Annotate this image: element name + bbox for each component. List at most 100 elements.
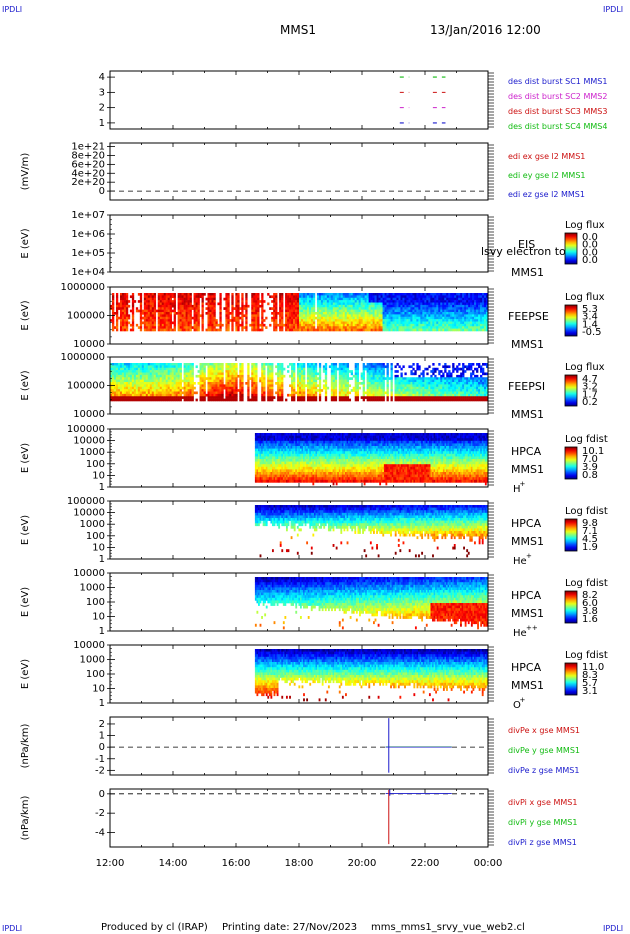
spectrogram-cell [281,312,284,315]
spectrogram-cell [205,302,208,306]
spectrogram-cell [117,302,121,306]
spectrogram-cell [396,393,399,397]
spectrogram-cell [312,377,316,380]
spectrogram-cell [350,328,354,332]
spectrogram-cell [424,393,427,397]
spectrogram-cell [173,377,176,380]
spectrogram-cell [416,312,419,315]
spectrogram-cell [408,300,411,303]
spectrogram-cell [390,302,393,306]
spectrogram-cell [400,384,403,388]
spectrogram-cell [247,365,250,369]
spectrogram-cell [149,384,153,388]
spectrogram-cell [450,319,453,322]
spectrogram-cell [410,319,413,322]
spectrogram-cell [476,319,479,322]
spectrogram-cell [312,312,316,315]
spectrogram-cell [338,295,342,299]
spectrogram-cell [378,300,381,303]
spectrogram-cell [271,396,274,399]
spectrogram-cell [211,323,214,327]
spectrogram-cell [167,384,170,388]
spectrogram-cell [342,300,346,303]
spectrogram-cell [342,384,346,388]
spectrogram-cell [318,319,322,322]
spectrogram-cell [187,295,190,299]
spectrogram-cell [424,295,427,299]
spectrogram-cell [426,307,429,310]
spectrogram-cell [334,374,338,378]
spectrogram-cell [193,328,196,332]
spectrogram-cell [193,386,196,390]
spectrogram-cell [131,307,135,310]
spectrogram-cell [191,307,194,310]
spectrogram-cell [322,297,326,301]
spectrogram-cell [394,386,397,390]
spectrogram-cell [237,314,240,318]
spectrogram-cell [299,377,302,380]
spectrogram-cell [189,304,192,308]
spectrogram-cell [295,326,298,329]
spectrogram-cell [215,323,218,327]
spectrogram-cell [123,312,127,315]
spectrogram-cell [115,386,119,390]
spectrogram-cell [123,302,127,306]
spectrogram-cell [302,374,306,378]
spectrogram-cell [362,297,365,301]
spectrogram-cell [223,307,226,310]
spectrogram-cell [442,372,445,376]
spectrogram-cell [241,307,244,310]
spectrogram-cell [125,319,129,322]
spectrogram-cell [412,304,415,308]
spectrogram-cell [446,300,449,303]
spectrogram-cell [412,393,415,397]
spectrogram-cell [340,312,344,315]
spectrogram-cell [145,363,149,366]
spectrogram-cell [177,398,180,402]
spectrogram-cell [312,300,316,303]
spectrogram-cell [406,386,409,390]
spectrogram-cell [410,379,413,383]
spectrogram-cell [396,297,399,301]
spectrogram-cell [217,393,220,397]
spectrogram-cell [310,316,314,320]
spectrogram-cell [125,389,129,392]
spectrogram-cell [378,312,381,315]
spectrogram-cell [316,319,320,322]
spectrogram-cell [338,374,342,378]
spectrogram-cell [137,389,141,392]
spectrogram-cell [157,326,161,329]
spectrogram-cell [322,323,326,327]
spectrogram-cell [466,323,469,327]
spectrogram-cell [241,321,244,325]
spectrogram-cell [404,312,407,315]
spectrogram-cell [225,309,228,313]
spectrogram-cell [117,365,121,369]
spectrogram-cell [267,377,270,380]
spectrogram-cell [416,379,419,383]
spectrogram-cell [380,398,383,402]
spectrogram-cell [398,297,401,301]
spectrogram-cell [346,326,350,329]
spectrogram-cell [424,398,427,402]
spectrogram-cell [165,307,168,310]
spectrogram-cell [360,396,363,399]
spectrogram-cell [257,321,260,325]
spectrogram-cell [432,367,435,371]
spectrogram-cell [300,309,304,313]
spectrogram-cell [404,309,407,313]
spectrogram-cell [344,295,348,299]
spectrogram-cell [380,386,383,390]
spectrogram-cell [334,312,338,315]
spectrogram-cell [472,295,475,299]
spectrogram-cell [221,370,224,373]
spectrogram-cell [273,293,276,296]
spectrogram-cell [478,314,481,318]
spectrogram-cell [320,300,324,303]
spectrogram-cell [456,323,459,327]
spectrogram-cell [251,319,254,322]
spectrogram-cell [133,382,137,385]
spectrogram-cell [289,304,292,308]
spectrogram-cell [251,304,254,308]
spectrogram-cell [458,302,461,306]
